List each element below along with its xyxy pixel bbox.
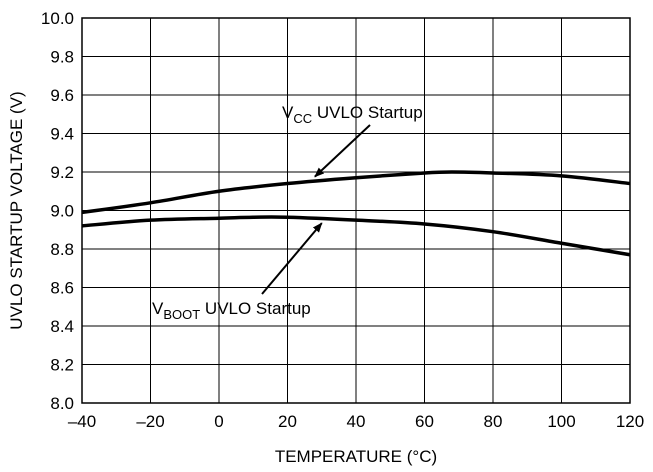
annotation-arrow — [262, 223, 322, 294]
x-tick-label: 120 — [616, 412, 644, 431]
x-tick-labels: –40 –20 0 20 40 60 80 100 120 — [68, 412, 644, 431]
x-tick-label: –40 — [68, 412, 96, 431]
y-tick-labels: 8.0 8.2 8.4 8.6 8.8 9.0 9.2 9.4 9.6 9.8 10.0 — [41, 9, 74, 413]
x-tick-label: –20 — [136, 412, 164, 431]
annotation-arrow — [315, 125, 370, 177]
grid — [82, 18, 630, 403]
y-tick-label: 9.2 — [50, 163, 74, 182]
x-tick-label: 80 — [484, 412, 503, 431]
x-tick-label: 0 — [214, 412, 223, 431]
y-tick-label: 8.2 — [50, 356, 74, 375]
x-tick-label: 40 — [347, 412, 366, 431]
series-annotation-label: VCC UVLO Startup — [282, 103, 423, 126]
y-tick-label: 8.4 — [50, 317, 74, 336]
y-tick-label: 9.8 — [50, 48, 74, 67]
y-tick-label: 8.6 — [50, 279, 74, 298]
y-tick-label: 8.0 — [50, 394, 74, 413]
y-tick-label: 9.6 — [50, 86, 74, 105]
y-tick-label: 9.0 — [50, 202, 74, 221]
x-axis-title: TEMPERATURE (°C) — [275, 447, 437, 466]
y-axis-title: UVLO STARTUP VOLTAGE (V) — [7, 91, 26, 329]
series-annotation-label: VBOOT UVLO Startup — [152, 299, 311, 322]
y-tick-label: 9.4 — [50, 125, 74, 144]
x-tick-label: 100 — [547, 412, 575, 431]
y-tick-label: 8.8 — [50, 240, 74, 259]
x-tick-label: 60 — [415, 412, 434, 431]
x-tick-label: 20 — [278, 412, 297, 431]
y-tick-label: 10.0 — [41, 9, 74, 28]
